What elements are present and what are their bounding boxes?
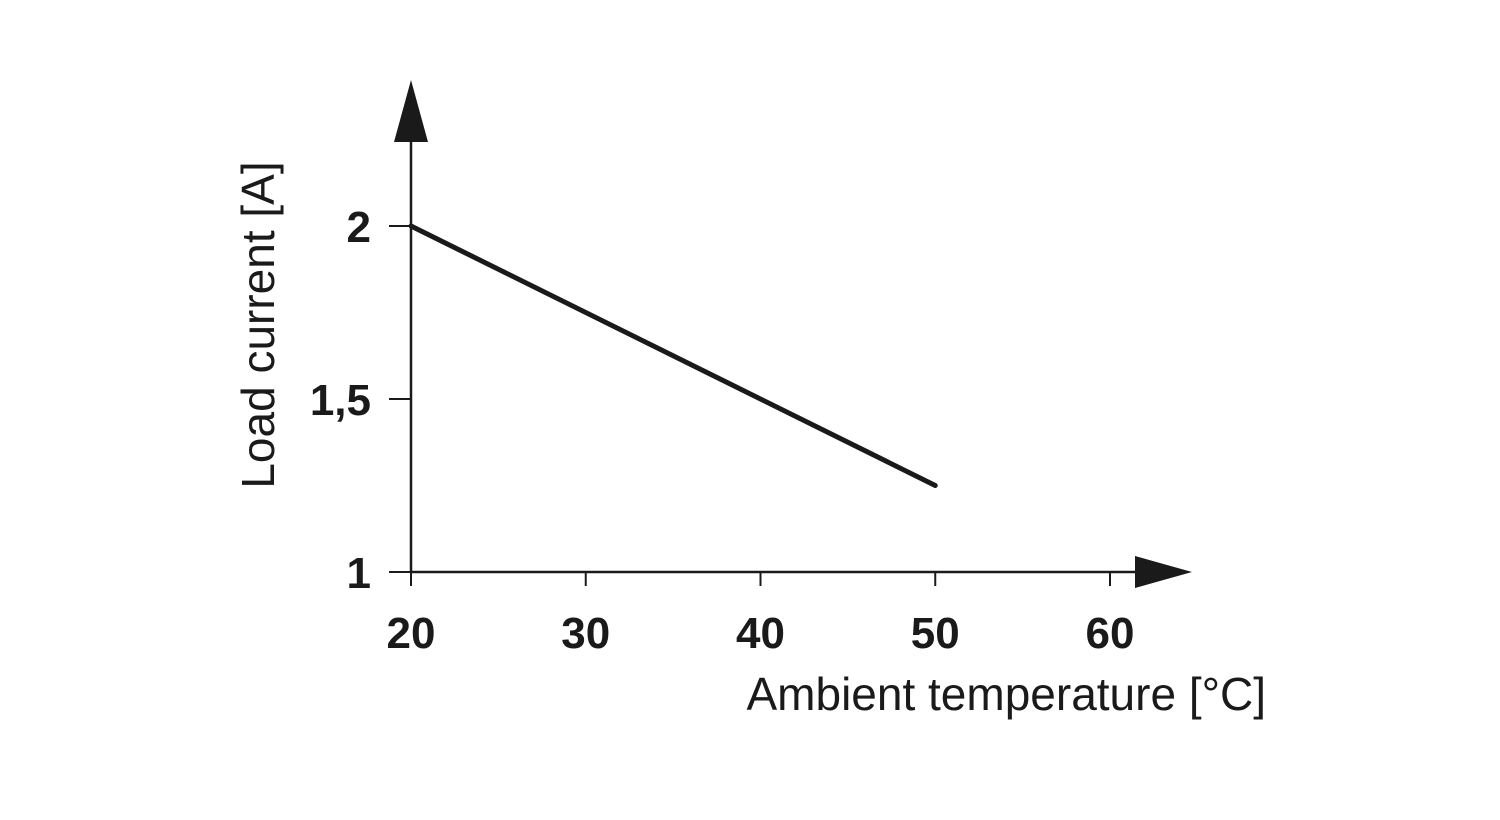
series-layer: [408, 223, 938, 488]
axes: [394, 80, 1192, 588]
y-ticks: 11,52: [310, 203, 411, 598]
y-axis-arrow: [394, 80, 428, 142]
x-tick-label: 30: [561, 609, 610, 658]
x-tick-label: 20: [387, 609, 436, 658]
y-tick-label: 2: [347, 203, 371, 252]
y-tick-label: 1: [347, 549, 371, 598]
x-tick-label: 60: [1086, 609, 1135, 658]
x-tick-label: 40: [736, 609, 785, 658]
series-line: [408, 223, 938, 488]
y-tick-label: 1,5: [310, 376, 371, 425]
x-axis-arrow: [1135, 556, 1192, 588]
y-axis-label: Load current [A]: [232, 161, 284, 488]
x-tick-label: 50: [911, 609, 960, 658]
x-axis-label: Ambient temperature [°C]: [747, 668, 1267, 720]
x-ticks: 20 30 40 50 60: [387, 572, 1135, 658]
